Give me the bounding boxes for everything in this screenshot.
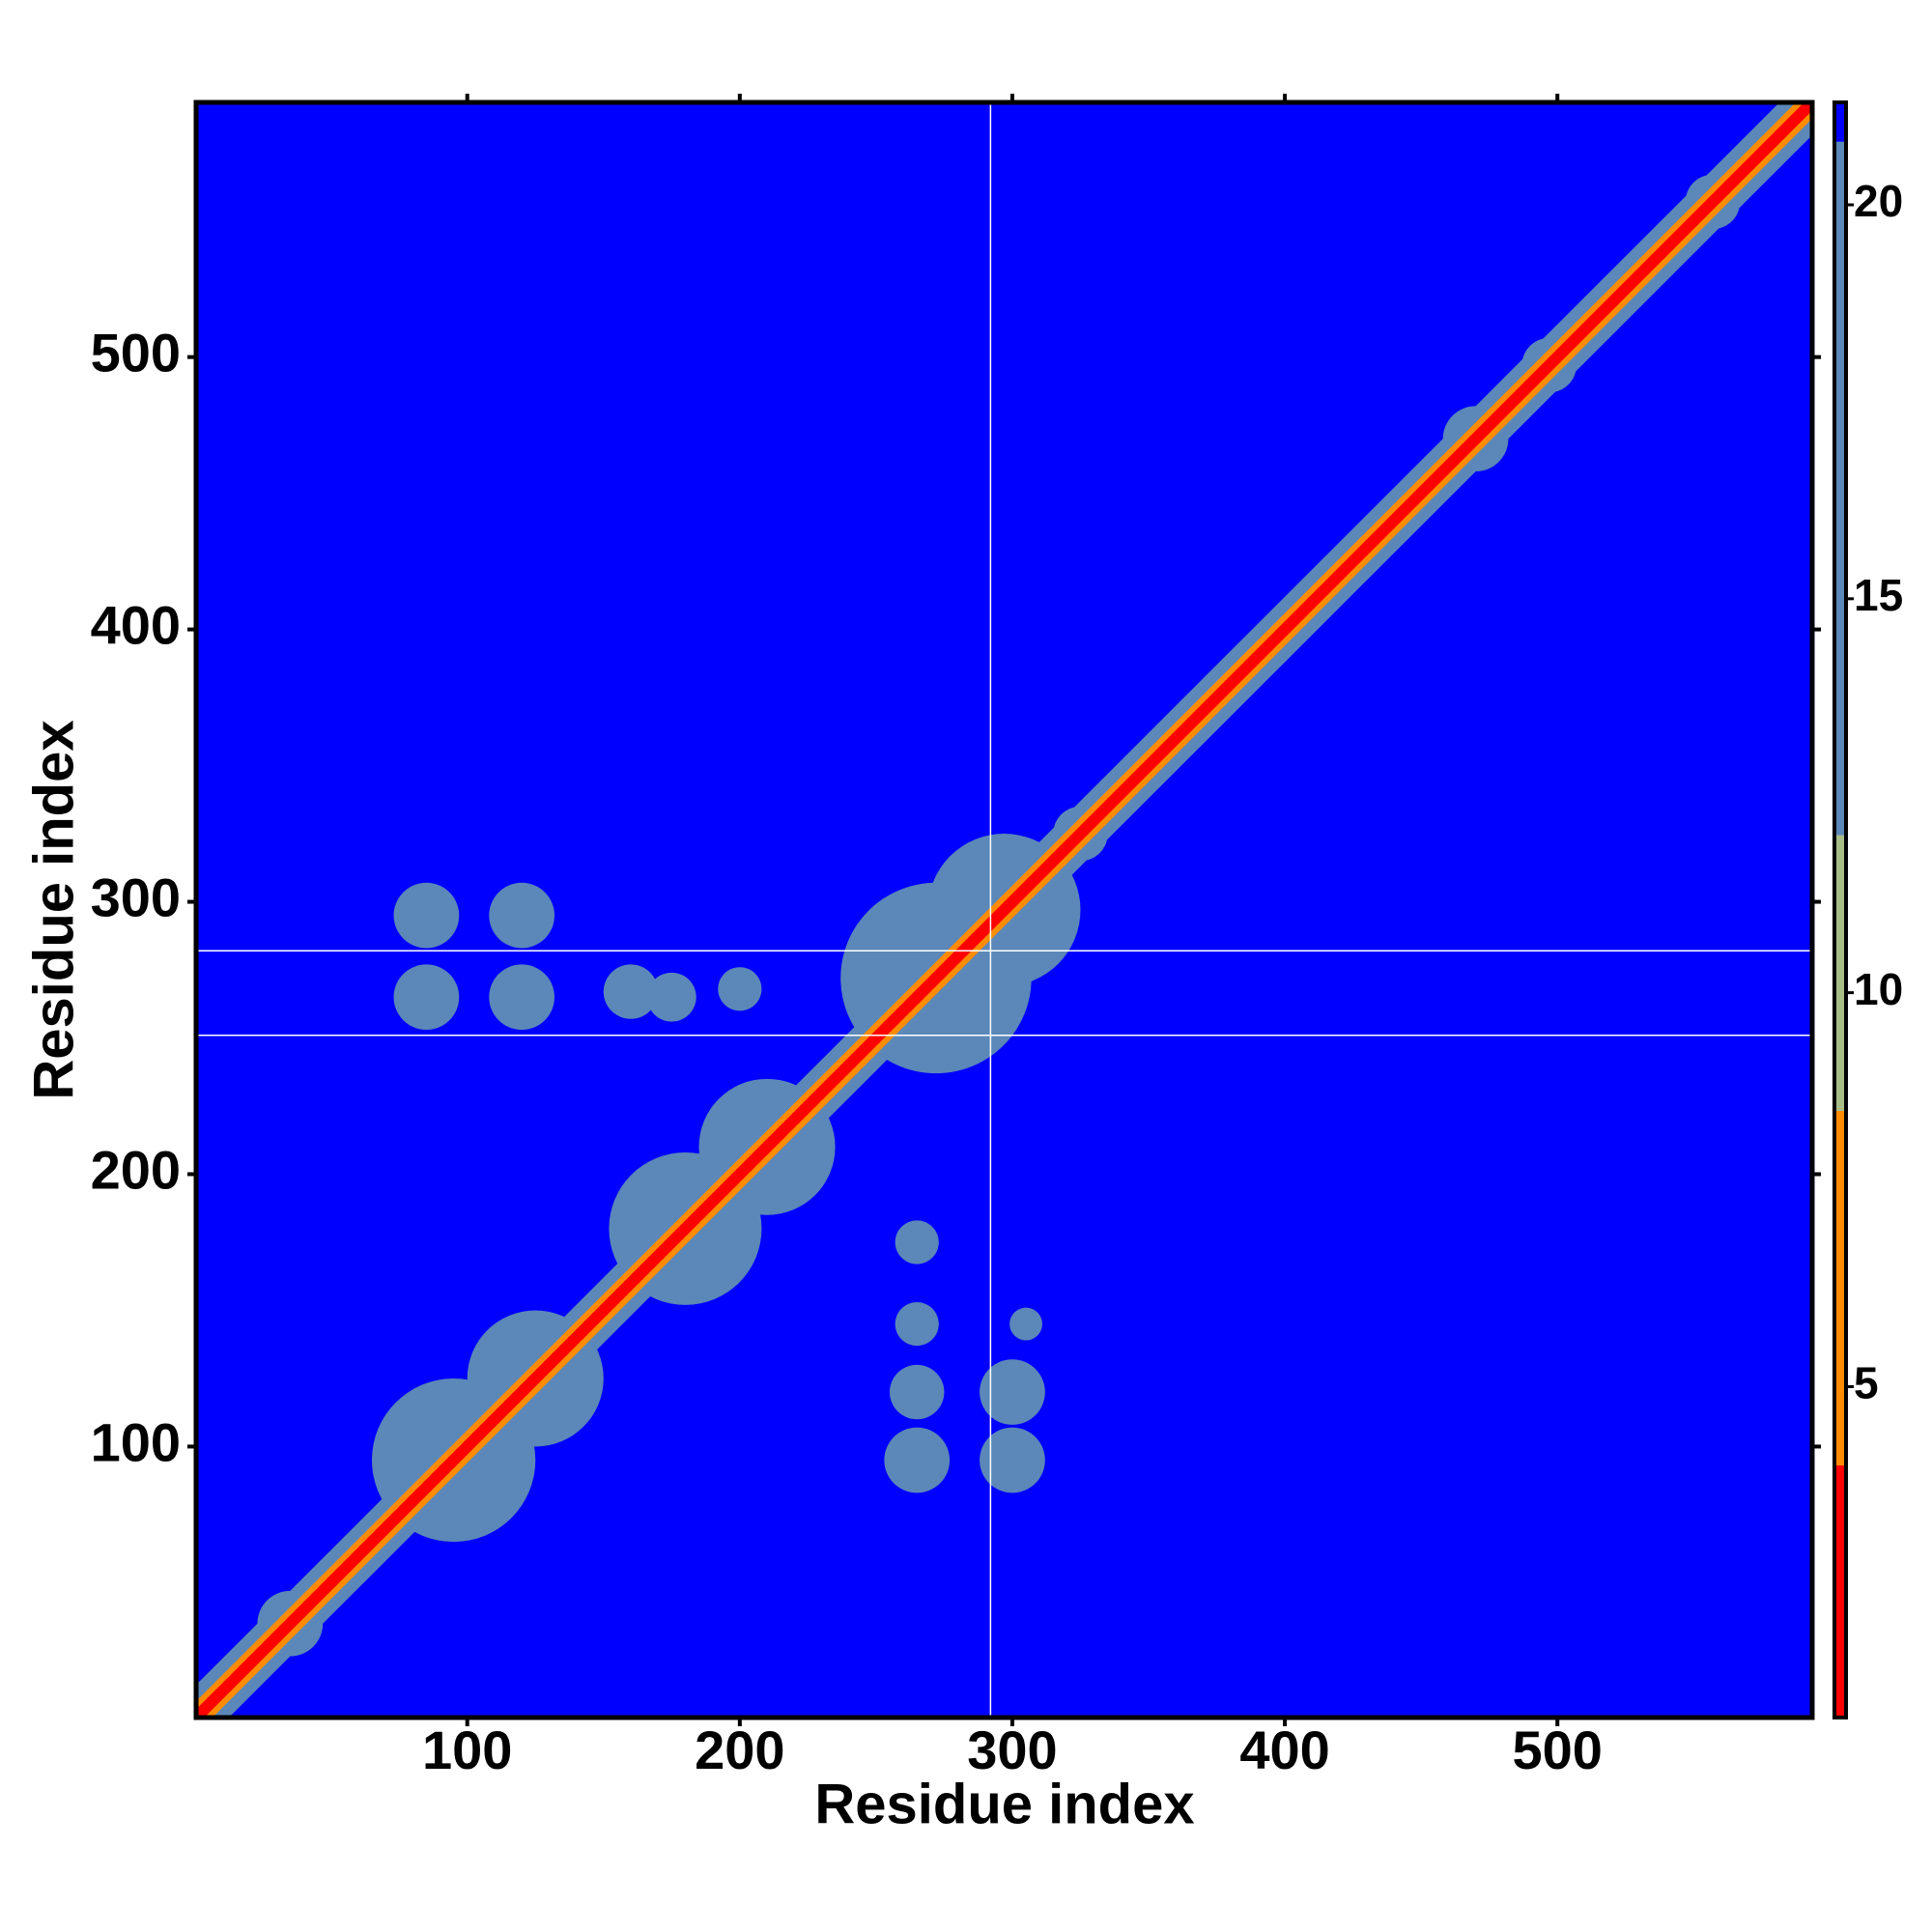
colorbar-tick-label: 5	[1854, 1358, 1879, 1408]
y-tick-label: 400	[91, 594, 181, 655]
contact-region	[895, 1220, 939, 1264]
colorbar-segment	[1834, 1110, 1846, 1466]
contact-region	[393, 964, 460, 1031]
x-tick-label: 200	[695, 1719, 784, 1780]
contact-region	[884, 1427, 951, 1493]
contact-region	[718, 967, 762, 1011]
colorbar-segment	[1834, 1465, 1846, 1718]
contact-region	[890, 1364, 945, 1420]
colorbar-segment	[1834, 141, 1846, 836]
x-tick-label: 100	[422, 1719, 512, 1780]
colorbar-segment	[1834, 835, 1846, 1111]
x-tick-label: 300	[967, 1719, 1057, 1780]
contact-region	[980, 1359, 1045, 1425]
contact-region	[646, 972, 696, 1022]
contact-region	[489, 882, 554, 949]
colorbar-tick-label: 10	[1854, 964, 1903, 1014]
x-tick-label: 500	[1512, 1719, 1602, 1780]
contact-region	[489, 964, 554, 1031]
y-tick-label: 500	[91, 322, 181, 383]
colorbar-tick-label: 20	[1854, 176, 1903, 226]
y-tick-label: 200	[91, 1139, 181, 1200]
heatmap	[196, 102, 1812, 1718]
colorbar-segment	[1834, 102, 1846, 142]
y-tick-label: 300	[91, 867, 181, 927]
y-tick-label: 100	[91, 1411, 181, 1472]
axes: 100 200 300 400 500 100 200 300 400 500 5 10 15 20	[91, 94, 1903, 1780]
colorbar-frame	[1833, 100, 1848, 1719]
x-tick-label: 400	[1239, 1719, 1329, 1780]
diagonal-band	[196, 102, 1812, 1718]
contact-region	[1009, 1307, 1042, 1341]
contact-region	[980, 1427, 1045, 1493]
y-axis-title: Residue index	[22, 720, 85, 1099]
contact-region	[603, 964, 659, 1019]
x-axis-title: Residue index	[814, 1773, 1194, 1835]
contact-region	[895, 1302, 939, 1347]
contact-region	[393, 882, 460, 949]
plot-frame	[193, 99, 1815, 1720]
colorbar-tick-label: 15	[1854, 570, 1903, 620]
